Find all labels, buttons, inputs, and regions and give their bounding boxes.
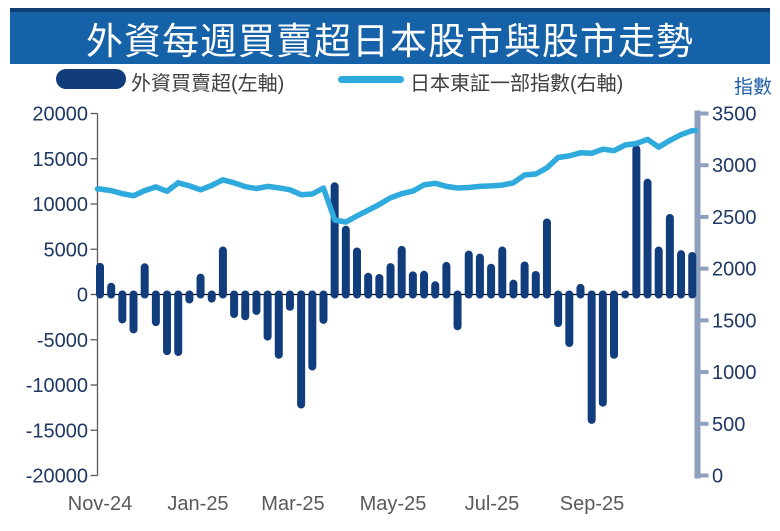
bar-week-17 [274,290,283,359]
left-axis-label: 20000 [32,104,88,126]
bar-week-44 [576,283,585,299]
bar-week-34 [464,250,473,299]
right-axis-label: 1500 [712,310,757,332]
bar-week-33 [453,290,462,331]
x-axis-label: Sep-25 [560,493,625,515]
left-axis-label: 0 [77,285,88,307]
bar-week-11 [207,290,216,303]
bar-week-39 [520,261,529,299]
x-axis-label: Mar-25 [261,493,324,515]
left-axis-label: -15000 [26,420,88,442]
bar-week-22 [330,182,339,299]
bar-week-8 [174,290,183,357]
bar-week-47 [610,290,619,359]
bar-week-27 [386,263,395,299]
title-banner: 外資每週買賣超日本股市與股市走勢 [10,8,770,64]
x-axis-label: Jul-25 [465,493,519,515]
left-axis-label: -5000 [37,330,88,352]
bar-week-21 [319,290,328,324]
right-axis-label: 0 [712,466,723,488]
bar-week-7 [163,290,172,356]
left-axis-label: -10000 [26,375,88,397]
bar-week-49 [632,145,641,299]
bar-week-40 [531,270,540,299]
right-axis-label: 3000 [712,155,757,177]
bar-week-45 [587,290,596,424]
bar-week-52 [665,213,674,299]
right-axis-label: 500 [712,414,745,436]
index-line [94,127,699,225]
bar-week-1 [96,262,104,299]
bar-week-13 [230,290,239,319]
legend: 外資買賣超(左軸) 日本東証一部指數(右軸) 指數 [0,64,780,98]
bar-week-50 [643,178,652,299]
bar-week-28 [397,245,406,299]
right-axis-label: 3500 [712,104,757,126]
bar-week-25 [364,272,373,299]
bar-week-24 [353,247,362,299]
bar-week-3 [118,290,127,324]
legend-line-label: 日本東証一部指數(右軸) [410,73,624,95]
right-axis-label: 2000 [712,259,757,281]
bar-week-36 [487,263,496,299]
bar-week-12 [218,246,227,299]
bar-week-54 [688,251,697,299]
bar-week-14 [241,290,250,321]
bar-week-53 [677,250,686,299]
bar-week-31 [431,281,440,299]
bar-week-4 [129,290,138,334]
bar-week-2 [107,282,116,299]
left-axis-label: 5000 [44,239,89,261]
left-axis-label: 15000 [32,149,88,171]
bar-week-18 [285,290,294,311]
bar-week-15 [252,290,261,315]
bar-week-38 [509,279,518,299]
bar-week-20 [308,290,317,371]
bar-week-16 [263,290,272,341]
x-axis-label: May-25 [360,493,427,515]
bar-week-6 [151,290,160,327]
bar-week-10 [196,273,205,299]
bar-week-19 [297,290,306,409]
x-axis-label: Jan-25 [167,493,228,515]
legend-bar-label: 外資買賣超(左軸) [131,73,285,95]
bar-week-37 [498,246,507,299]
bar-week-26 [375,273,384,299]
chart-title: 外資每週買賣超日本股市與股市走勢 [86,21,694,62]
bar-week-35 [475,253,484,299]
left-axis-label: 10000 [32,194,88,216]
bar-week-42 [554,290,563,328]
right-axis-label: 2500 [712,207,757,229]
left-axis-label: -20000 [26,466,88,488]
bar-week-9 [185,290,194,304]
bar-week-48 [621,290,630,299]
x-axis-label: Nov-24 [68,493,132,515]
bar-week-46 [598,290,607,407]
bar-week-5 [140,263,149,299]
legend-line-swatch [338,76,404,83]
bar-week-41 [542,218,551,299]
bar-week-30 [420,270,429,299]
bar-week-29 [408,271,417,299]
right-axis-title: 指數 [733,77,772,98]
bar-week-51 [654,246,663,299]
bar-week-23 [341,225,350,299]
bar-week-43 [565,290,574,347]
right-axis-label: 1000 [712,362,757,384]
bar-week-32 [442,261,451,299]
legend-bar-swatch [56,69,126,89]
